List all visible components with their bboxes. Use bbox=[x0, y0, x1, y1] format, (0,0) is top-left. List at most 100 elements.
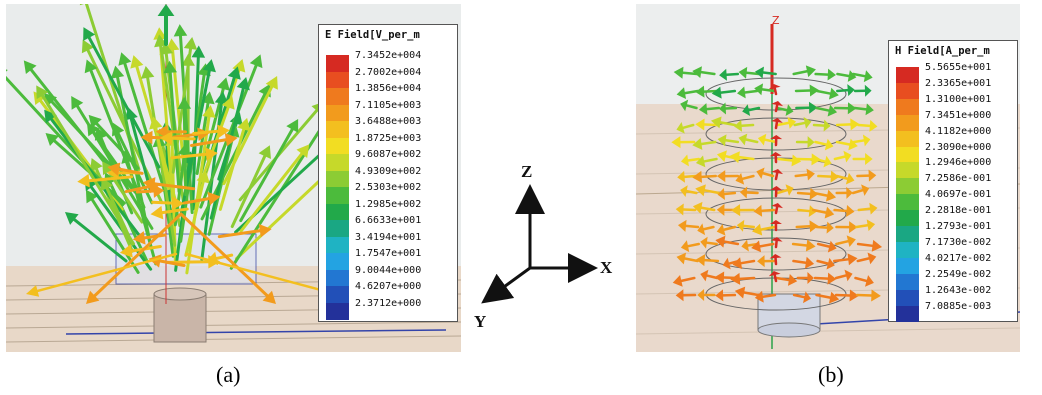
field-arrow bbox=[680, 185, 698, 198]
legend-value-label: 7.2586e-001 bbox=[925, 173, 992, 185]
legend-color-swatch bbox=[896, 273, 919, 291]
h-field-legend-title: H Field[A_per_m bbox=[895, 45, 990, 57]
field-arrow bbox=[692, 66, 716, 79]
field-arrow bbox=[155, 124, 187, 139]
legend-value-label: 2.5303e+002 bbox=[355, 182, 422, 193]
legend-value-label: 2.7002e+004 bbox=[355, 66, 422, 78]
legend-value-label: 1.3100e+001 bbox=[925, 93, 992, 105]
field-arrow bbox=[852, 70, 873, 83]
caption-b: (b) bbox=[818, 362, 844, 387]
field-arrow bbox=[719, 102, 738, 115]
field-arrow bbox=[159, 131, 196, 146]
field-arrow bbox=[756, 167, 775, 180]
field-arrow bbox=[853, 103, 874, 116]
field-arrow bbox=[730, 272, 756, 285]
legend-color-swatch bbox=[326, 55, 349, 72]
legend-color-swatch bbox=[896, 305, 919, 322]
field-arrow bbox=[815, 291, 840, 304]
field-arrow bbox=[676, 122, 695, 134]
field-arrow bbox=[151, 196, 185, 210]
h-field-legend: H Field[A_per_m 5.5655e+001 2.3365e+001 1.… bbox=[888, 40, 1018, 322]
field-arrow bbox=[177, 96, 192, 197]
field-arrow bbox=[770, 237, 783, 249]
field-arrow bbox=[771, 203, 784, 215]
legend-color-swatch bbox=[326, 253, 349, 270]
field-arrow bbox=[776, 116, 797, 129]
field-arrow bbox=[192, 124, 230, 139]
field-arrow bbox=[677, 219, 700, 232]
legend-color-swatch bbox=[896, 162, 919, 179]
field-arrow bbox=[857, 119, 878, 132]
field-arrow bbox=[140, 65, 177, 247]
field-arrow bbox=[132, 231, 167, 245]
field-arrow bbox=[852, 134, 871, 147]
field-arrow bbox=[834, 269, 853, 282]
field-arrow bbox=[791, 239, 816, 252]
field-arrow bbox=[835, 118, 860, 131]
field-arrow bbox=[813, 155, 832, 168]
field-arrow bbox=[815, 221, 834, 234]
field-arrow bbox=[833, 253, 858, 266]
field-arrow bbox=[711, 86, 737, 99]
field-arrow bbox=[835, 138, 858, 151]
field-arrow bbox=[735, 173, 755, 185]
field-arrow bbox=[834, 289, 859, 302]
field-arrow bbox=[777, 154, 802, 167]
field-arrow bbox=[676, 87, 699, 100]
field-arrow bbox=[170, 147, 218, 161]
field-arrow bbox=[64, 212, 128, 263]
field-arrow bbox=[768, 271, 781, 283]
field-arrow bbox=[770, 186, 783, 198]
legend-value-label: 4.0697e-001 bbox=[925, 189, 992, 201]
legend-value-label: 9.6087e+002 bbox=[355, 149, 422, 160]
field-arrow bbox=[836, 70, 857, 82]
field-arrow bbox=[200, 96, 235, 183]
field-arrow bbox=[44, 109, 142, 238]
field-arrow bbox=[795, 220, 819, 233]
legend-color-swatch bbox=[896, 178, 919, 195]
field-arrow bbox=[732, 257, 756, 270]
field-arrow bbox=[792, 65, 816, 78]
legend-color-swatch bbox=[326, 104, 349, 122]
field-arrow bbox=[675, 289, 697, 302]
caption-a: (a) bbox=[216, 362, 241, 387]
field-arrow bbox=[753, 204, 776, 217]
legend-color-swatch bbox=[326, 154, 349, 171]
field-arrow bbox=[671, 136, 696, 149]
field-arrow bbox=[672, 275, 696, 287]
field-arrow bbox=[738, 66, 760, 79]
legend-value-label: 4.6207e+000 bbox=[355, 281, 422, 292]
field-arrow bbox=[816, 240, 837, 253]
legend-color-swatch bbox=[326, 71, 349, 89]
field-arrow bbox=[795, 101, 818, 114]
e-field-legend-title: E Field[V_per_m bbox=[325, 29, 420, 41]
field-arrow bbox=[857, 202, 878, 215]
field-arrow bbox=[776, 184, 794, 196]
field-arrow bbox=[856, 239, 883, 252]
legend-color-swatch bbox=[326, 137, 349, 155]
legend-color-swatch bbox=[326, 187, 349, 204]
field-arrow bbox=[769, 152, 782, 164]
legend-value-label: 3.6488e+003 bbox=[355, 116, 422, 127]
legend-value-label: 1.3856e+004 bbox=[355, 83, 422, 94]
legend-color-swatch bbox=[896, 289, 919, 306]
legend-value-label: 1.2946e+000 bbox=[925, 157, 992, 169]
field-arrow bbox=[695, 184, 721, 197]
legend-value-label: 9.0044e+000 bbox=[355, 264, 422, 276]
field-arrow bbox=[768, 84, 781, 96]
field-arrow bbox=[816, 257, 835, 270]
field-arrow bbox=[792, 256, 815, 269]
legend-color-swatch bbox=[896, 226, 919, 243]
legend-color-swatch bbox=[896, 210, 919, 227]
legend-color-swatch bbox=[896, 194, 919, 211]
legend-color-swatch bbox=[326, 121, 349, 138]
field-arrow bbox=[854, 275, 874, 287]
legend-value-label: 7.1105e+003 bbox=[355, 99, 422, 111]
field-arrow bbox=[775, 104, 794, 116]
h-field-z-axis-label: Z bbox=[772, 14, 780, 27]
field-arrow bbox=[815, 104, 838, 117]
legend-color-swatch bbox=[326, 286, 349, 303]
field-arrow bbox=[26, 252, 178, 297]
field-arrow bbox=[792, 291, 812, 304]
field-arrow bbox=[692, 170, 717, 183]
